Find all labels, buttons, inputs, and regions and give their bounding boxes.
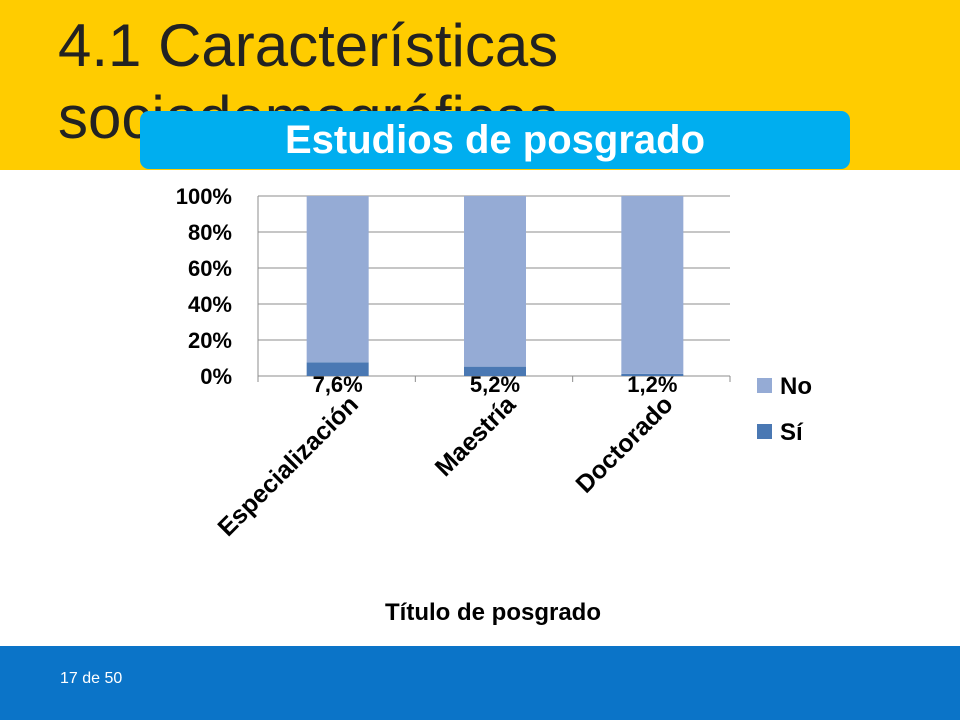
data-label-si: 5,2% [470,372,520,397]
data-label-si: 7,6% [313,372,363,397]
bar-si-0 [306,362,369,376]
y-tick-label: 80% [188,220,232,245]
x-tick-label: Maestría [430,390,522,482]
bar-no-1 [464,196,526,367]
x-tick-label: Doctorado [570,390,678,498]
bar-si-1 [464,366,526,376]
legend-swatch [757,424,772,439]
page-number: 17 de 50 [60,670,123,687]
y-tick-label: 0% [200,364,232,389]
bar-si-2 [621,373,684,376]
legend: No Sí [757,373,812,446]
footer-bar: 17 de 50 [0,646,960,720]
legend-swatch [757,378,772,393]
section-banner: Estudios de posgrado [140,111,850,169]
legend-label: No [780,373,812,400]
bar-no-2 [621,196,684,374]
bar-no-0 [306,196,369,363]
y-tick-label: 100% [176,184,232,209]
data-label-si: 1,2% [627,372,677,397]
legend-label: Sí [780,419,804,446]
stacked-bar-chart: 0% 20% 40% 60% 80% 100% Especialización Maestrí… [176,184,812,626]
bars [306,196,684,376]
data-labels: 7,6% 5,2% 1,2% [313,372,678,397]
y-tick-label: 60% [188,256,232,281]
x-tick-label: Especialización [212,390,363,541]
y-tick-label: 40% [188,292,232,317]
x-axis-title: Título de posgrado [385,599,601,626]
y-tick-label: 20% [188,328,232,353]
